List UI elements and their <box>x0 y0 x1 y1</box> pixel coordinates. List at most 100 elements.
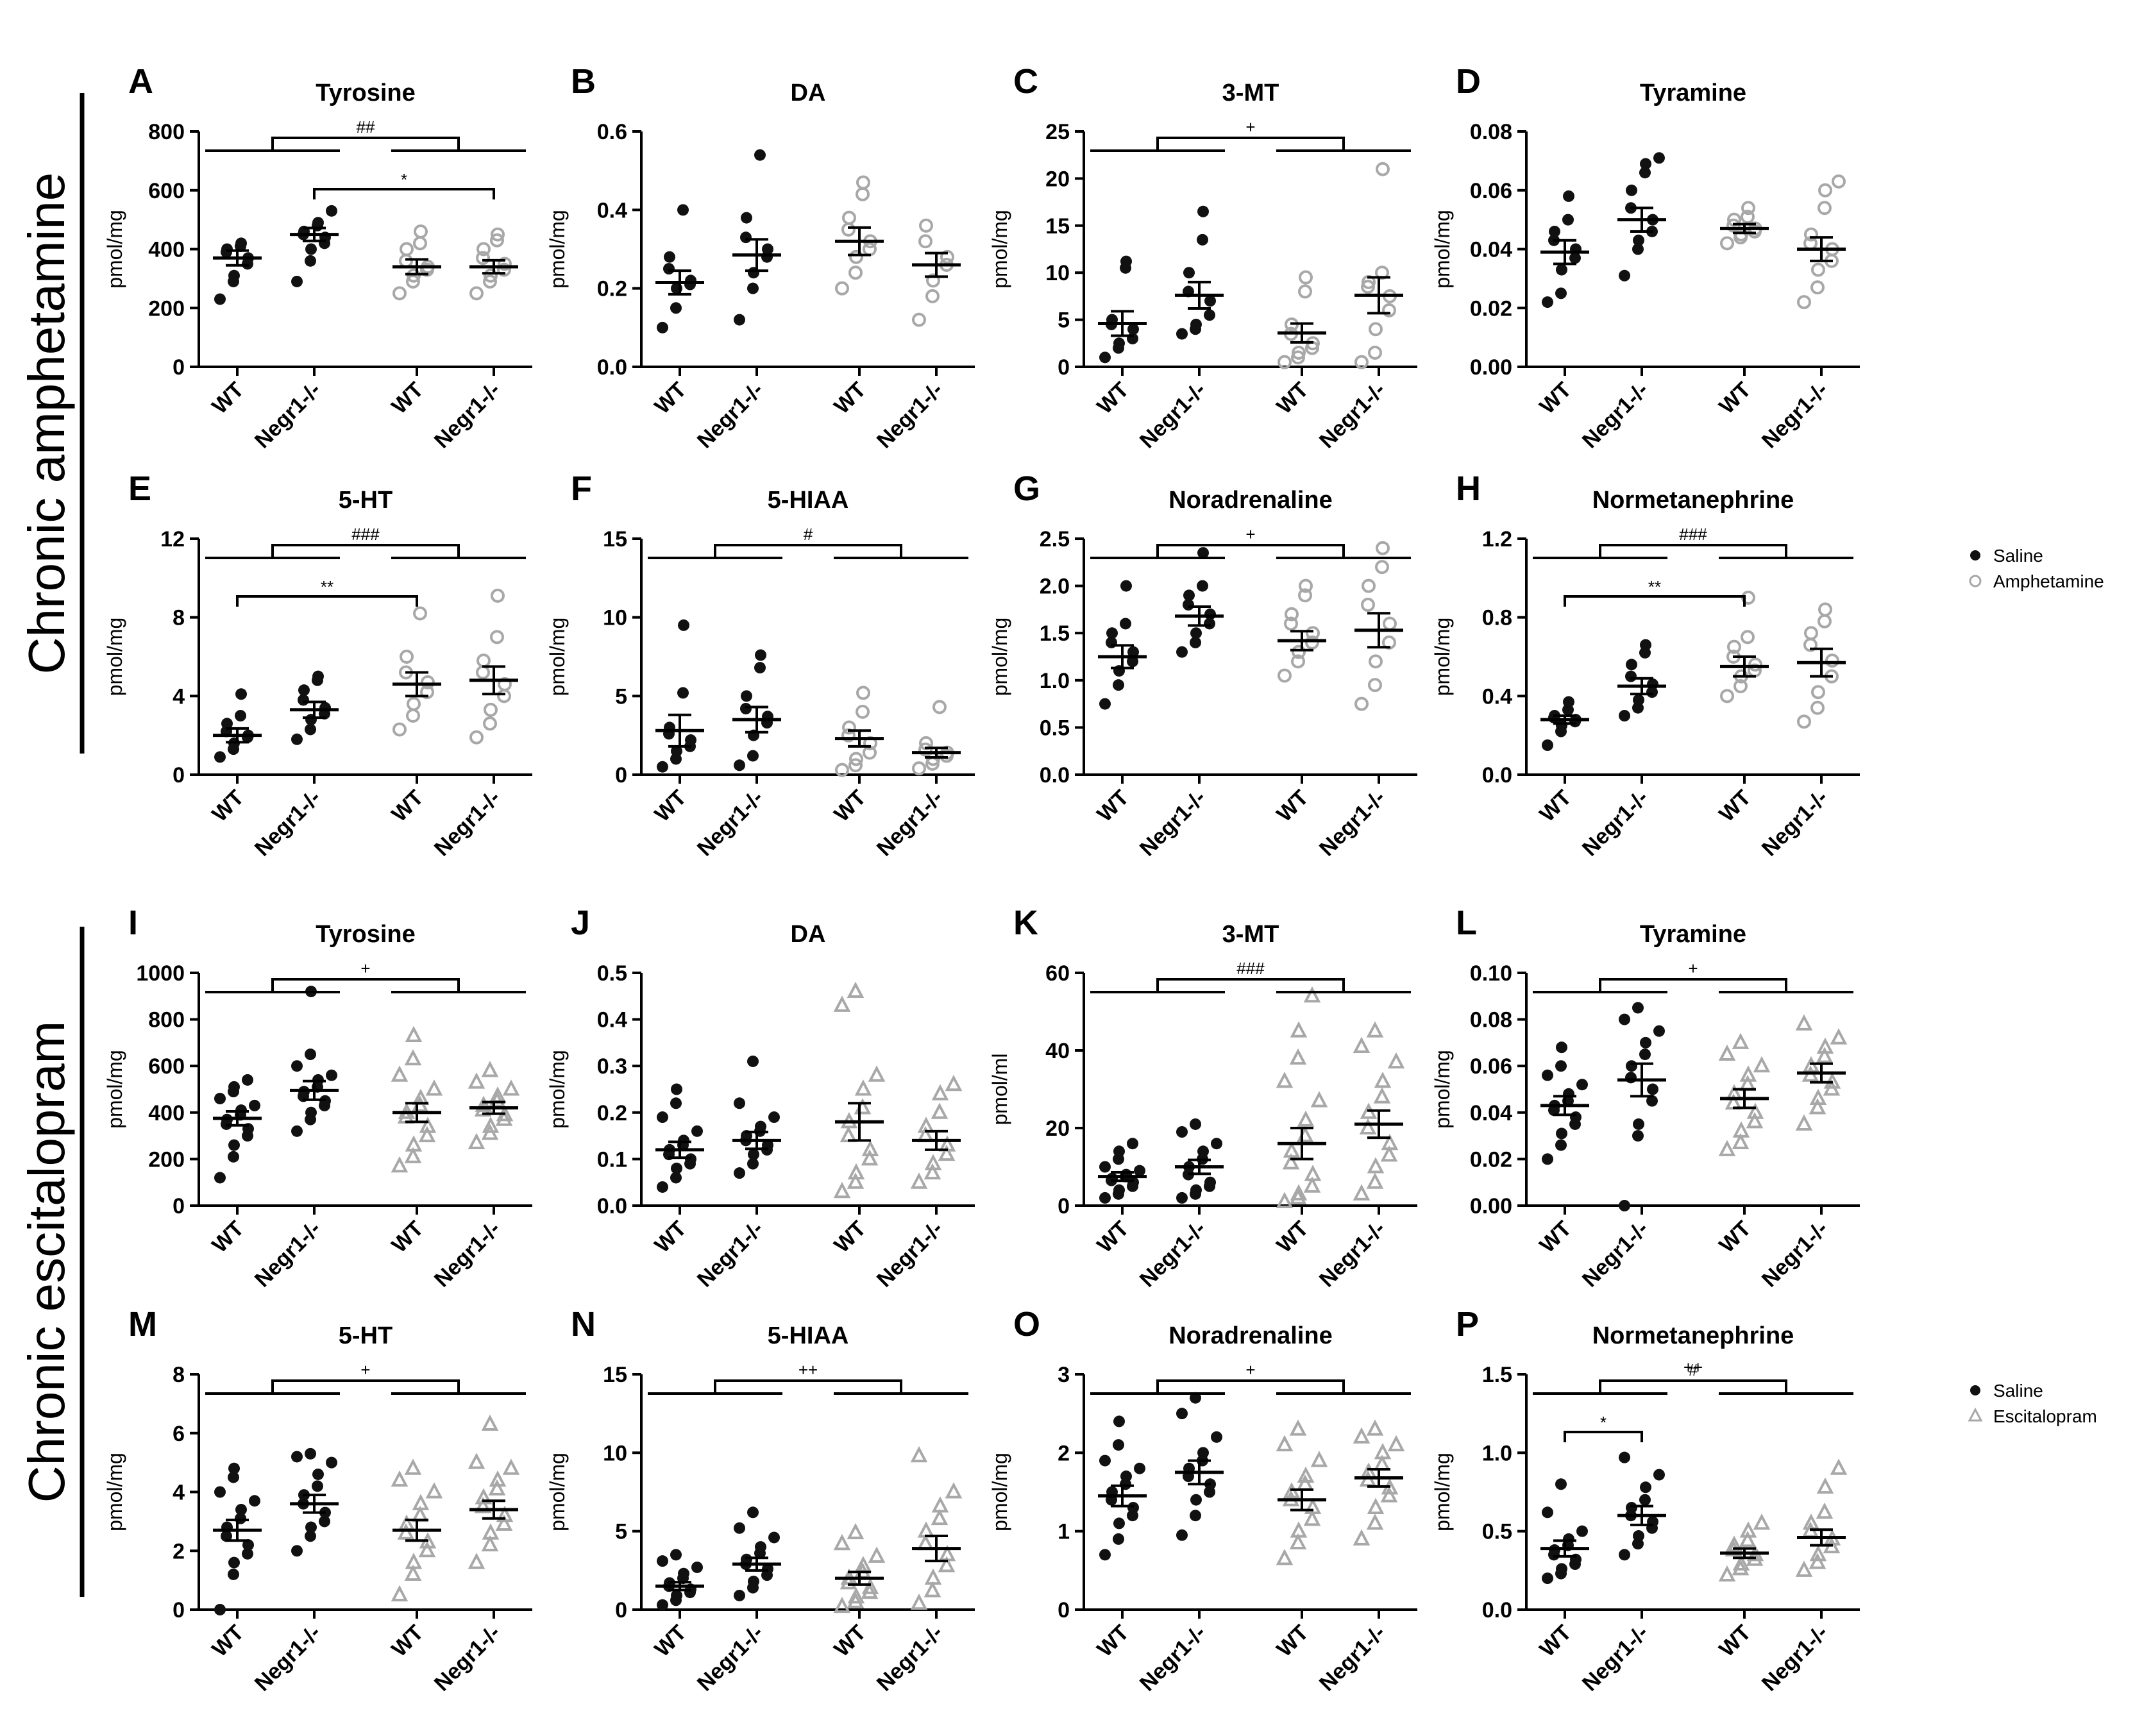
data-point <box>214 293 226 305</box>
data-point <box>488 1091 506 1108</box>
y-tick-label: 0.2 <box>597 277 627 301</box>
data-point <box>221 243 233 255</box>
chart-title: Normetanephrine <box>1592 1322 1794 1349</box>
data-point <box>741 1553 752 1565</box>
data-point <box>228 1462 240 1474</box>
data-point <box>1556 1127 1567 1140</box>
data-point <box>214 1604 226 1615</box>
data-point <box>1190 627 1202 639</box>
panel-letter: H <box>1456 469 1481 508</box>
data-point <box>235 688 247 700</box>
data-point <box>1795 1014 1813 1031</box>
pair-bracket <box>236 595 418 607</box>
x-tick-label: Negr1-/- <box>1578 786 1653 861</box>
data-point <box>1099 1161 1111 1173</box>
data-point <box>1276 1435 1294 1452</box>
chart-title: Normetanephrine <box>1592 487 1794 514</box>
data-point <box>421 675 435 689</box>
data-point <box>468 1072 485 1089</box>
y-tick-label: 1.2 <box>1482 527 1512 552</box>
data-point <box>1804 626 1818 641</box>
x-tick-label: WT <box>650 786 691 827</box>
data-point <box>1795 1560 1813 1577</box>
data-point <box>1818 614 1832 628</box>
data-point <box>940 249 954 264</box>
data-point <box>1113 1439 1124 1451</box>
data-point <box>1298 588 1312 603</box>
data-point <box>319 1515 330 1528</box>
data-point <box>1290 1184 1308 1201</box>
data-point <box>1204 1176 1216 1188</box>
data-point <box>919 218 933 233</box>
data-point <box>1106 1172 1118 1184</box>
data-point <box>664 251 675 263</box>
data-point <box>1127 646 1139 658</box>
data-point <box>1619 1549 1630 1561</box>
chart-title: 3-MT <box>1222 80 1279 106</box>
data-point <box>235 710 246 721</box>
y-axis-label: pmol/mg <box>103 1050 126 1129</box>
bracket-line <box>271 137 460 151</box>
data-point <box>1276 1072 1294 1088</box>
data-point <box>1368 678 1382 693</box>
x-tick-label: Negr1-/- <box>430 786 505 861</box>
legend-label: Saline <box>1993 546 2043 566</box>
data-point <box>835 763 849 777</box>
data-point <box>854 1079 872 1096</box>
data-point <box>1542 739 1553 751</box>
data-point <box>484 268 498 283</box>
significance-label: + <box>360 959 370 978</box>
significance-label: + <box>360 1360 370 1379</box>
data-point <box>1303 986 1321 1003</box>
data-point <box>1549 225 1560 237</box>
y-tick-label: 0.08 <box>1470 1008 1512 1032</box>
y-tick-label: 0 <box>1058 1194 1070 1218</box>
x-tick-label: Negr1-/- <box>250 1217 326 1292</box>
chart-title: DA <box>791 921 826 948</box>
data-point <box>931 1496 949 1513</box>
y-tick-label: 0.02 <box>1470 296 1512 321</box>
data-point <box>1276 1192 1294 1208</box>
data-point <box>657 1181 668 1193</box>
data-point <box>1380 1145 1398 1162</box>
data-point <box>1653 152 1665 164</box>
data-point <box>291 1451 303 1463</box>
data-point <box>1576 1079 1588 1091</box>
x-tick-label: Negr1-/- <box>872 1621 948 1696</box>
data-point <box>1825 653 1839 668</box>
data-point <box>502 1458 520 1475</box>
panel-letter: N <box>571 1305 596 1344</box>
data-point <box>482 1523 500 1540</box>
data-point <box>1640 158 1651 170</box>
data-point <box>477 653 491 668</box>
data-point <box>748 1149 759 1161</box>
y-tick-label: 8 <box>173 1363 185 1387</box>
data-point <box>1353 1036 1371 1053</box>
bracket-line <box>271 978 460 992</box>
data-point <box>291 275 303 287</box>
panel-letter: L <box>1456 904 1477 942</box>
data-point <box>755 649 766 661</box>
x-tick-label: WT <box>1092 786 1133 827</box>
data-point <box>1639 1494 1651 1506</box>
data-point <box>498 257 512 271</box>
y-tick-label: 15 <box>603 527 627 552</box>
data-point <box>407 268 421 283</box>
data-point <box>391 1065 409 1082</box>
y-tick-label: 0.1 <box>597 1147 627 1172</box>
data-point <box>1289 1419 1307 1436</box>
y-axis-label: pmol/mg <box>103 1453 126 1531</box>
data-point <box>1176 1529 1188 1541</box>
data-point <box>1653 1469 1665 1481</box>
data-point <box>657 761 668 773</box>
data-point <box>685 734 696 746</box>
data-point <box>312 1468 324 1480</box>
data-point <box>1563 696 1574 708</box>
data-point <box>491 227 505 242</box>
legend-marker <box>1970 1385 1980 1395</box>
data-point <box>497 689 511 704</box>
data-point <box>326 1069 337 1081</box>
data-point <box>671 1162 682 1174</box>
y-axis-label: pmol/mg <box>988 618 1011 696</box>
